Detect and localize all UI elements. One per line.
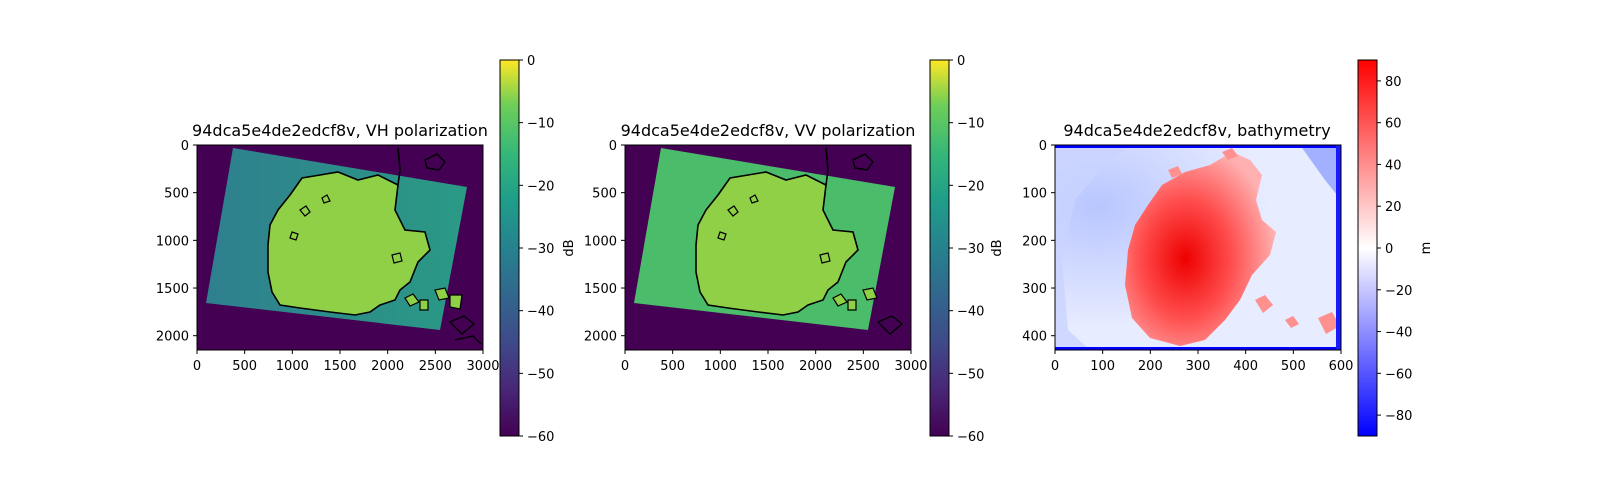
y-tick-label: 0 [609,139,617,154]
x-tick-label: 1000 [704,359,737,374]
x-tick-label: 500 [232,359,257,374]
vh-colorbar-ticks: 0 −10 −20 −30 −40 −50 −60 [519,54,554,445]
bathy-edge-top [1055,145,1341,148]
panel-vv-ticks: 0 500 1000 1500 2000 2500 3000 0 500 1000 1500 2000 [584,139,928,374]
colorbar-tick-label: −40 [1385,326,1412,341]
bathy-edge-bottom [1055,347,1341,350]
x-tick-label: 1500 [323,359,356,374]
bathy-north-sea [1055,145,1130,350]
vv-islands [717,194,878,311]
y-tick-label: 500 [164,187,189,202]
colorbar-tick-label: −30 [527,242,554,257]
vh-outer-coast [424,153,482,345]
y-tick-label: 2000 [584,330,617,345]
vv-colorbar-label: dB [990,239,1005,256]
x-tick-label: 0 [193,359,201,374]
vv-land-mass [695,171,859,316]
colorbar-tick-label: −20 [957,179,984,194]
y-tick-label: 500 [592,187,617,202]
vh-colorbar [499,59,520,437]
colorbar-tick-label: 60 [1385,117,1402,132]
y-tick-label: 0 [181,139,189,154]
x-tick-label: 0 [621,359,629,374]
x-tick-label: 400 [1233,359,1258,374]
y-tick-label: 0 [1039,139,1047,154]
bathy-colorbar-ticks: 80 60 40 20 0 −20 −40 −60 −80 [1377,75,1412,424]
x-tick-label: 1000 [276,359,309,374]
vv-colorbar [929,59,950,437]
x-tick-label: 1500 [751,359,784,374]
colorbar-tick-label: 20 [1385,200,1402,215]
panel-vv-image [625,145,911,350]
panel-vh-title: 94dca5e4de2edcf8v, VH polarization [192,121,488,140]
y-tick-label: 100 [1022,187,1047,202]
vh-islands [289,194,463,311]
x-tick-label: 0 [1051,359,1059,374]
x-tick-label: 2000 [371,359,404,374]
colorbar-tick-label: 0 [957,54,965,69]
bathy-edge-right [1336,145,1341,350]
y-tick-label: 300 [1022,282,1047,297]
panel-vh-ticks: 0 500 1000 1500 2000 2500 3000 0 500 1000 1500 2000 [156,139,500,374]
panel-vv-title: 94dca5e4de2edcf8v, VV polarization [621,121,916,140]
x-tick-label: 200 [1138,359,1163,374]
panel-bathymetry: 94dca5e4de2edcf8v, bathymetry 0 100 200 300… [1022,59,1434,437]
y-tick-label: 1500 [584,282,617,297]
vv-outer-coast [852,153,904,335]
bathy-colorbar [1357,59,1378,437]
bathy-deep-ne [1300,145,1341,200]
colorbar-tick-label: 0 [1385,242,1393,257]
colorbar-tick-label: −50 [527,367,554,382]
panel-bathymetry-ticks: 0 100 200 300 400 500 600 0 100 200 300 400 [1022,139,1353,374]
x-tick-label: 2000 [799,359,832,374]
x-tick-label: 500 [660,359,685,374]
colorbar-tick-label: −10 [957,117,984,132]
x-tick-label: 2500 [847,359,880,374]
colorbar-tick-label: −60 [527,430,554,445]
y-tick-label: 1500 [156,282,189,297]
colorbar-tick-label: −60 [957,430,984,445]
colorbar-tick-label: 0 [527,54,535,69]
y-tick-label: 400 [1022,330,1047,345]
vh-land-mass [267,171,431,316]
bathy-land-elevation [1125,152,1276,346]
panel-bathymetry-image [1055,145,1341,350]
colorbar-tick-label: −40 [527,305,554,320]
colorbar-tick-label: −60 [1385,367,1412,382]
y-tick-label: 2000 [156,330,189,345]
x-tick-label: 300 [1186,359,1211,374]
panel-vh: 94dca5e4de2edcf8v, VH polarization 0 500 1… [156,54,577,445]
colorbar-tick-label: −40 [957,305,984,320]
vv-border-line [825,147,829,186]
colorbar-tick-label: −30 [957,242,984,257]
panel-bathymetry-title: 94dca5e4de2edcf8v, bathymetry [1063,121,1330,140]
y-tick-label: 200 [1022,234,1047,249]
x-tick-label: 500 [1281,359,1306,374]
x-tick-label: 2500 [419,359,452,374]
y-tick-label: 1000 [584,234,617,249]
x-tick-label: 600 [1329,359,1354,374]
vh-colorbar-label: dB [562,239,577,256]
x-tick-label: 3000 [894,359,927,374]
panel-vv: 94dca5e4de2edcf8v, VV polarization 0 500 1… [584,54,1005,445]
colorbar-tick-label: −20 [1385,284,1412,299]
colorbar-tick-label: −20 [527,179,554,194]
y-tick-label: 1000 [156,234,189,249]
panel-vh-image [197,145,483,350]
colorbar-tick-label: 40 [1385,158,1402,173]
bathy-colorbar-label: m [1419,242,1434,255]
x-tick-label: 3000 [466,359,499,374]
colorbar-tick-label: 80 [1385,75,1402,90]
vh-border-line [397,147,401,186]
colorbar-tick-label: −10 [527,117,554,132]
colorbar-tick-label: −80 [1385,409,1412,424]
x-tick-label: 100 [1090,359,1115,374]
vv-colorbar-ticks: 0 −10 −20 −30 −40 −50 −60 [949,54,984,445]
colorbar-tick-label: −50 [957,367,984,382]
